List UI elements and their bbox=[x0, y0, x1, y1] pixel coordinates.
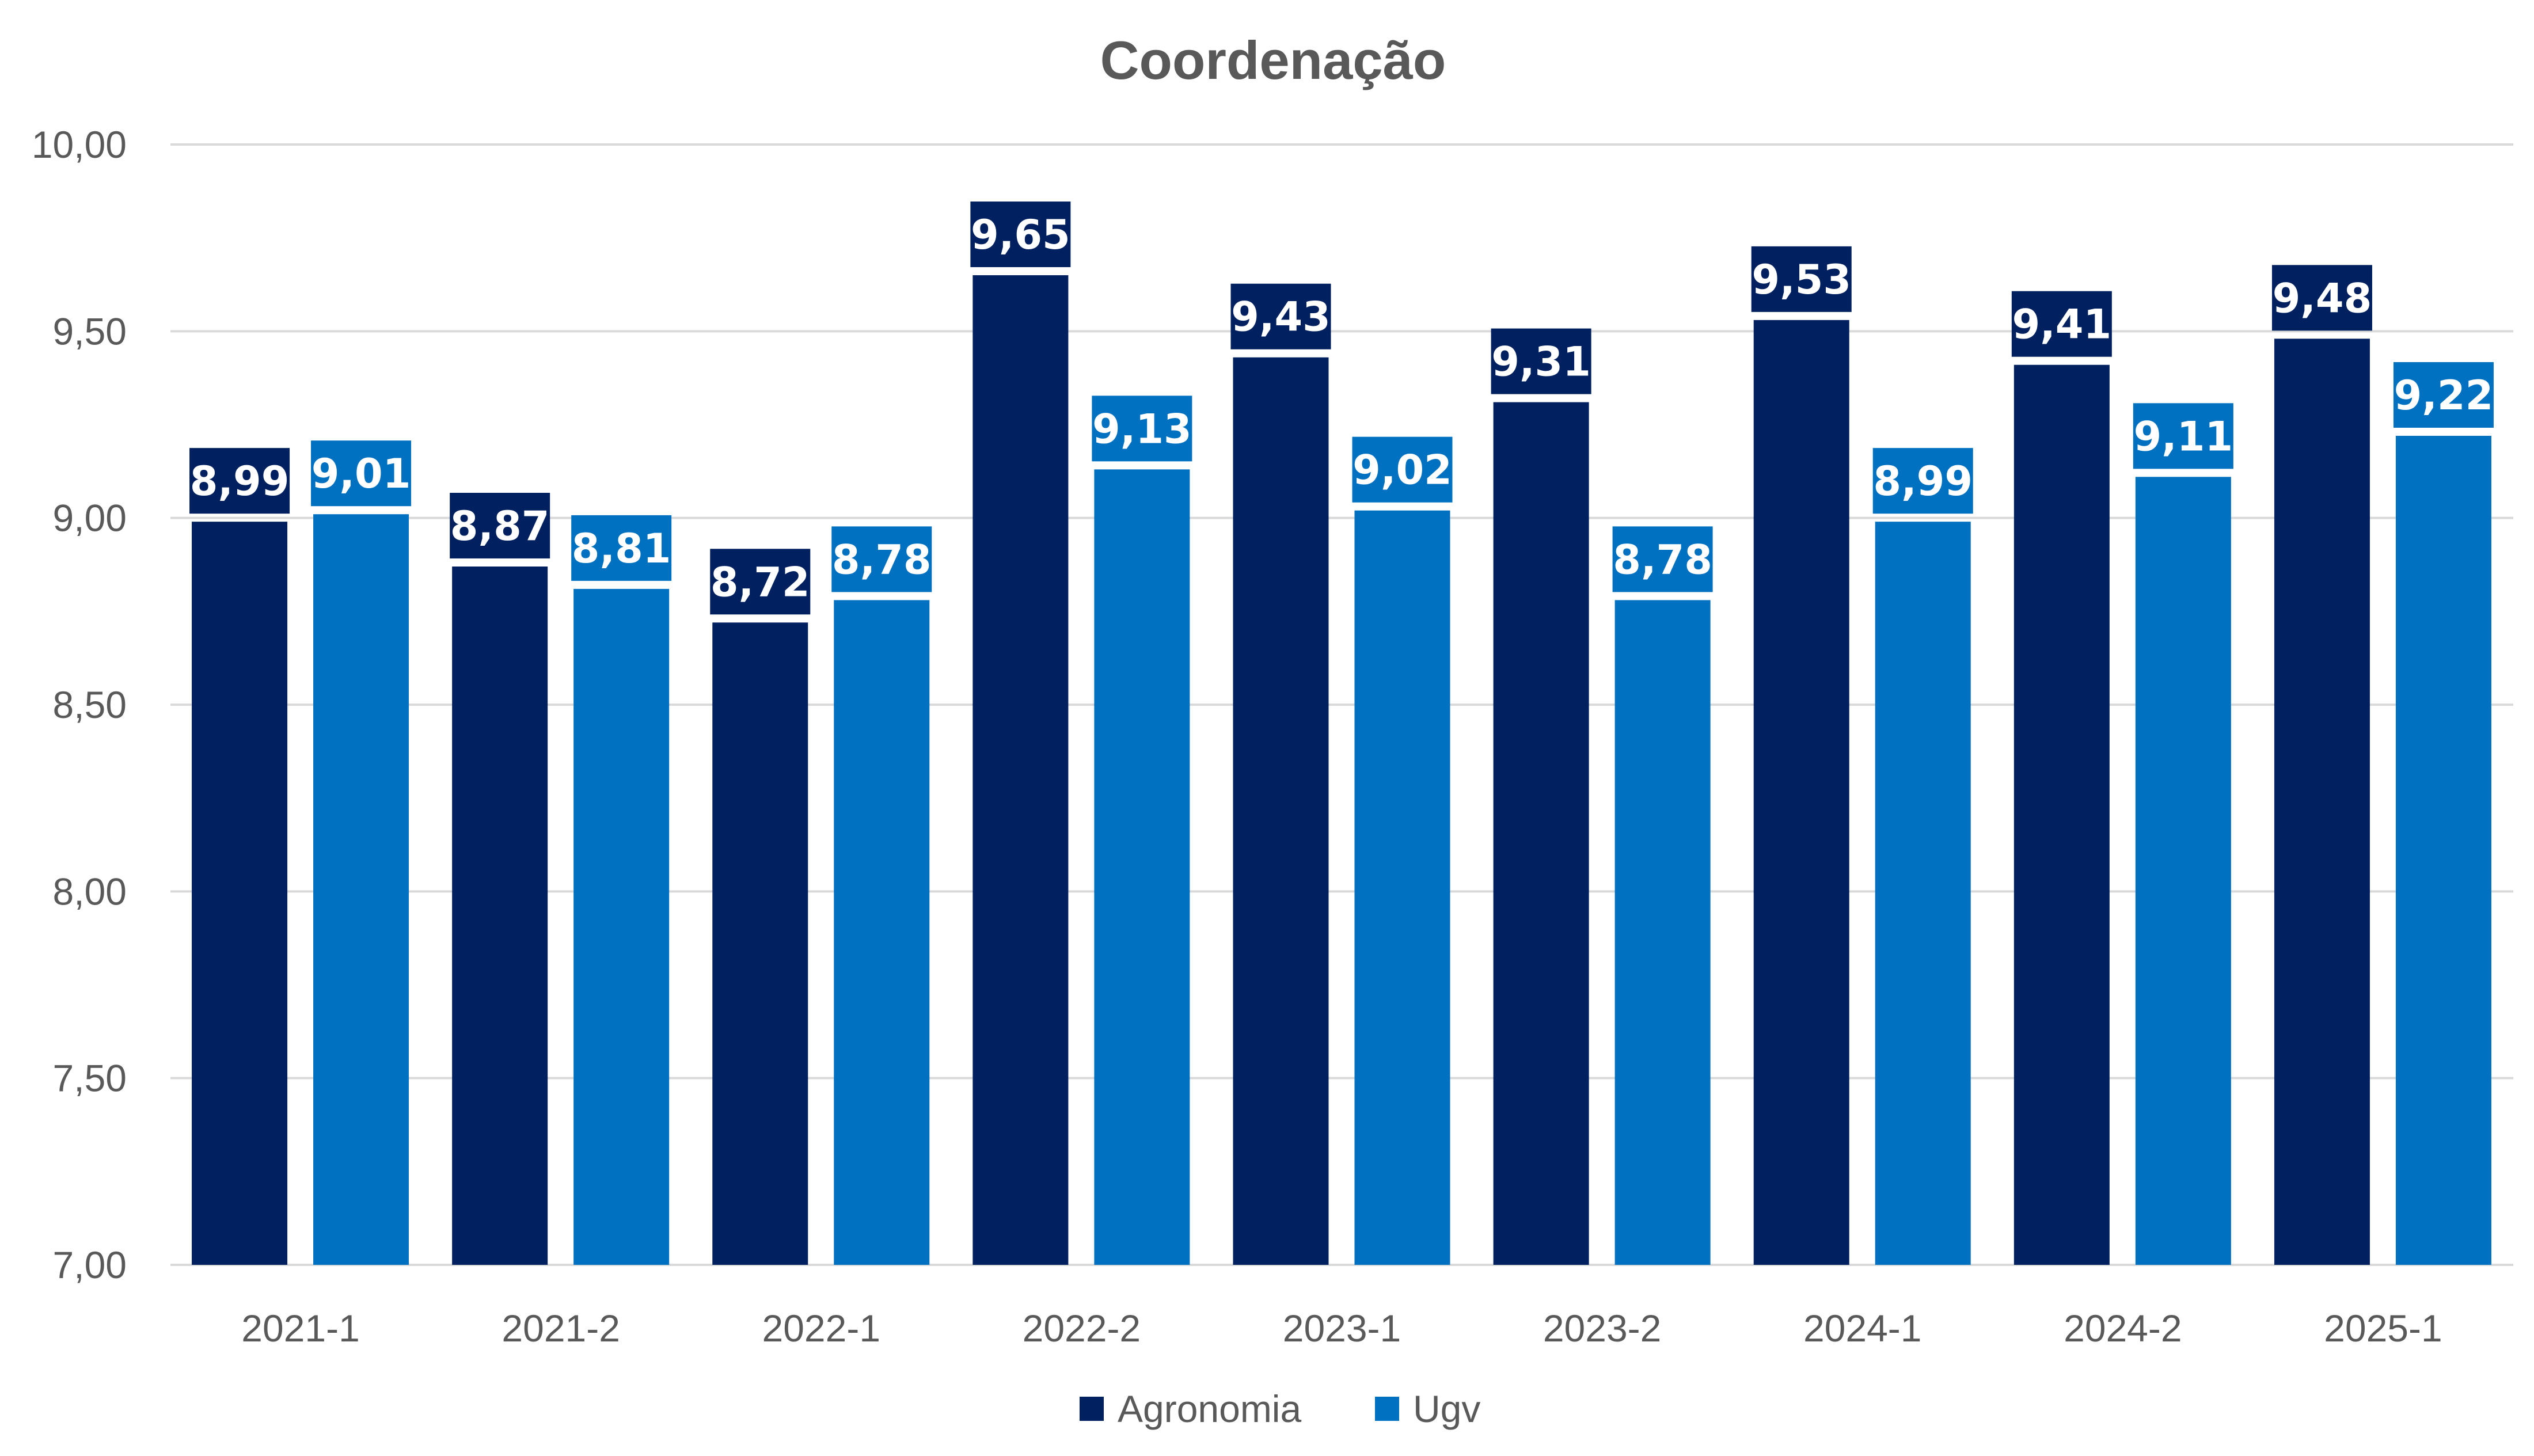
data-label-box bbox=[2011, 291, 2112, 357]
bar-ugv bbox=[2395, 435, 2491, 1265]
bar-agronomia bbox=[452, 566, 548, 1265]
data-label-box bbox=[970, 202, 1071, 268]
data-label-box bbox=[2393, 362, 2494, 428]
chart-title: Coordenação bbox=[1100, 30, 1446, 90]
data-label: 9,01 bbox=[311, 450, 411, 497]
x-tick-label: 2023-2 bbox=[1543, 1307, 1662, 1349]
y-tick-label: 8,00 bbox=[53, 870, 127, 913]
y-tick-label: 8,50 bbox=[53, 683, 127, 726]
data-label-box bbox=[2133, 403, 2233, 469]
bar-agronomia bbox=[2274, 339, 2370, 1265]
bar-ugv bbox=[1875, 522, 1971, 1265]
y-tick-label: 9,00 bbox=[53, 497, 127, 539]
data-label-box bbox=[450, 492, 550, 558]
data-label: 8,99 bbox=[1873, 458, 1973, 505]
data-label: 8,72 bbox=[711, 558, 810, 606]
x-tick-label: 2022-1 bbox=[762, 1307, 881, 1349]
y-tick-label: 10,00 bbox=[32, 123, 127, 166]
data-label-box bbox=[1872, 448, 1973, 514]
bar-agronomia bbox=[192, 522, 288, 1265]
bar-agronomia bbox=[2013, 364, 2110, 1265]
y-tick-label: 7,50 bbox=[53, 1057, 127, 1100]
data-label-box bbox=[710, 549, 811, 615]
y-tick-label: 9,50 bbox=[53, 310, 127, 352]
bar-agronomia bbox=[1493, 402, 1589, 1265]
data-label-box bbox=[311, 440, 412, 507]
data-label: 8,78 bbox=[1613, 536, 1712, 583]
bar-ugv bbox=[1614, 600, 1711, 1265]
data-label: 8,87 bbox=[450, 503, 550, 550]
bar-ugv bbox=[834, 600, 930, 1265]
y-tick-label: 7,00 bbox=[53, 1244, 127, 1286]
x-tick-label: 2025-1 bbox=[2324, 1307, 2442, 1349]
data-label-box bbox=[571, 515, 672, 581]
bar-agronomia bbox=[972, 275, 1069, 1265]
data-label: 9,48 bbox=[2273, 275, 2372, 322]
data-label-box bbox=[2271, 265, 2372, 331]
bar-ugv bbox=[2135, 477, 2231, 1265]
data-label: 9,11 bbox=[2133, 413, 2233, 460]
bar-ugv bbox=[1354, 510, 1450, 1265]
data-label: 9,22 bbox=[2394, 372, 2494, 419]
data-label-box bbox=[831, 526, 932, 592]
legend-swatch bbox=[1080, 1397, 1104, 1421]
legend-label: Agronomia bbox=[1118, 1387, 1301, 1430]
data-label: 8,81 bbox=[572, 525, 671, 572]
data-label: 9,53 bbox=[1752, 256, 1851, 303]
x-tick-label: 2024-2 bbox=[2064, 1307, 2182, 1349]
data-label-box bbox=[1352, 436, 1453, 503]
bar-agronomia bbox=[1753, 320, 1849, 1265]
x-tick-label: 2023-1 bbox=[1283, 1307, 1401, 1349]
x-tick-label: 2021-2 bbox=[502, 1307, 620, 1349]
bar-agronomia bbox=[1233, 357, 1329, 1265]
legend-swatch bbox=[1375, 1397, 1399, 1421]
data-label: 9,02 bbox=[1353, 447, 1452, 494]
data-label-box bbox=[1230, 283, 1331, 349]
data-label-box bbox=[189, 448, 290, 514]
data-label: 9,31 bbox=[1491, 339, 1591, 386]
data-label: 8,99 bbox=[190, 458, 290, 505]
bar-ugv bbox=[573, 588, 670, 1265]
bar-agronomia bbox=[712, 622, 808, 1265]
x-tick-label: 2021-1 bbox=[241, 1307, 360, 1349]
data-label: 9,13 bbox=[1092, 405, 1192, 453]
data-label-box bbox=[1751, 246, 1852, 312]
x-tick-label: 2024-1 bbox=[1803, 1307, 1922, 1349]
data-label: 9,65 bbox=[971, 211, 1070, 258]
x-tick-label: 2022-2 bbox=[1023, 1307, 1141, 1349]
legend-label: Ugv bbox=[1413, 1387, 1480, 1430]
data-label: 8,78 bbox=[832, 536, 932, 583]
data-label-box bbox=[1491, 328, 1591, 394]
data-label-box bbox=[1092, 396, 1192, 462]
data-label-box bbox=[1612, 526, 1713, 592]
bar-ugv bbox=[313, 514, 409, 1265]
data-label: 9,41 bbox=[2012, 301, 2111, 348]
data-label: 9,43 bbox=[1231, 294, 1331, 341]
bar-ugv bbox=[1094, 469, 1190, 1265]
